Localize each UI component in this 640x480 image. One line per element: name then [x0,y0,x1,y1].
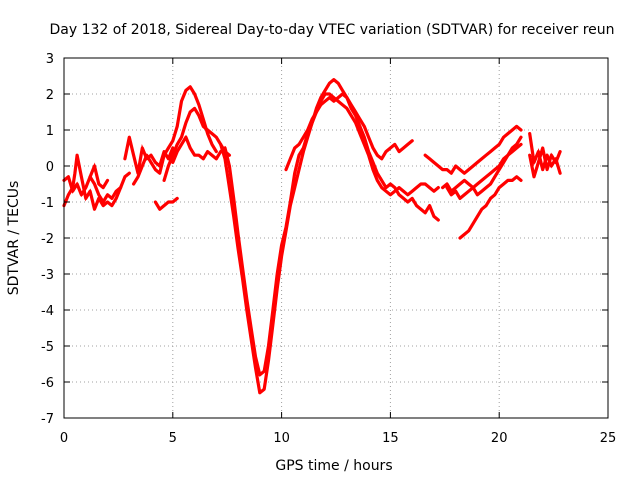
chart-title: Day 132 of 2018, Sidereal Day-to-day VTE… [49,22,614,38]
y-axis-label: SDTVAR / TECUs [6,181,22,296]
series-markers-arc-16 [528,147,562,178]
series-arc-5 [132,85,218,186]
x-tick-label: 25 [600,431,617,446]
series-markers-arc-13 [446,136,522,201]
axis-ticks: -7 -6 -5 -4 -3 -2 -1 0 1 2 3 0 5 10 15 20 25 [41,52,616,446]
y-tick-label: 3 [46,52,54,67]
series-markers-arc-1 [62,154,122,213]
series-markers-arc-5 [132,85,218,185]
x-tick-label: 10 [273,431,290,446]
y-tick-label: -4 [41,304,54,319]
x-tick-label: 5 [169,431,177,446]
x-tick-label: 20 [491,431,508,446]
y-tick-label: -2 [41,232,54,247]
series-markers-arc-10 [284,92,413,171]
y-tick-label: -3 [41,268,54,283]
y-tick-label: -1 [41,196,54,211]
series-markers-arc-2 [63,162,109,198]
x-tick-label: 15 [382,431,399,446]
x-tick-label: 0 [60,431,68,446]
series-markers-arc-11 [424,124,522,175]
y-tick-label: 2 [46,88,54,103]
y-tick-label: 1 [46,124,54,139]
series-arc-11 [423,124,523,175]
series-markers-arc-12 [441,143,522,193]
series-arc-3 [88,171,131,204]
y-tick-label: -5 [41,340,54,355]
series-markers-arc-6 [163,106,231,181]
series-arc-14 [458,175,523,240]
series-arc-9 [219,78,440,395]
y-tick-label: -6 [41,376,54,391]
x-axis-label: GPS time / hours [275,458,392,474]
y-tick-label: 0 [46,160,54,175]
series-markers-arc-7 [154,197,178,211]
grid [64,58,608,418]
y-tick-label: -7 [41,412,54,427]
data-series [62,78,562,395]
